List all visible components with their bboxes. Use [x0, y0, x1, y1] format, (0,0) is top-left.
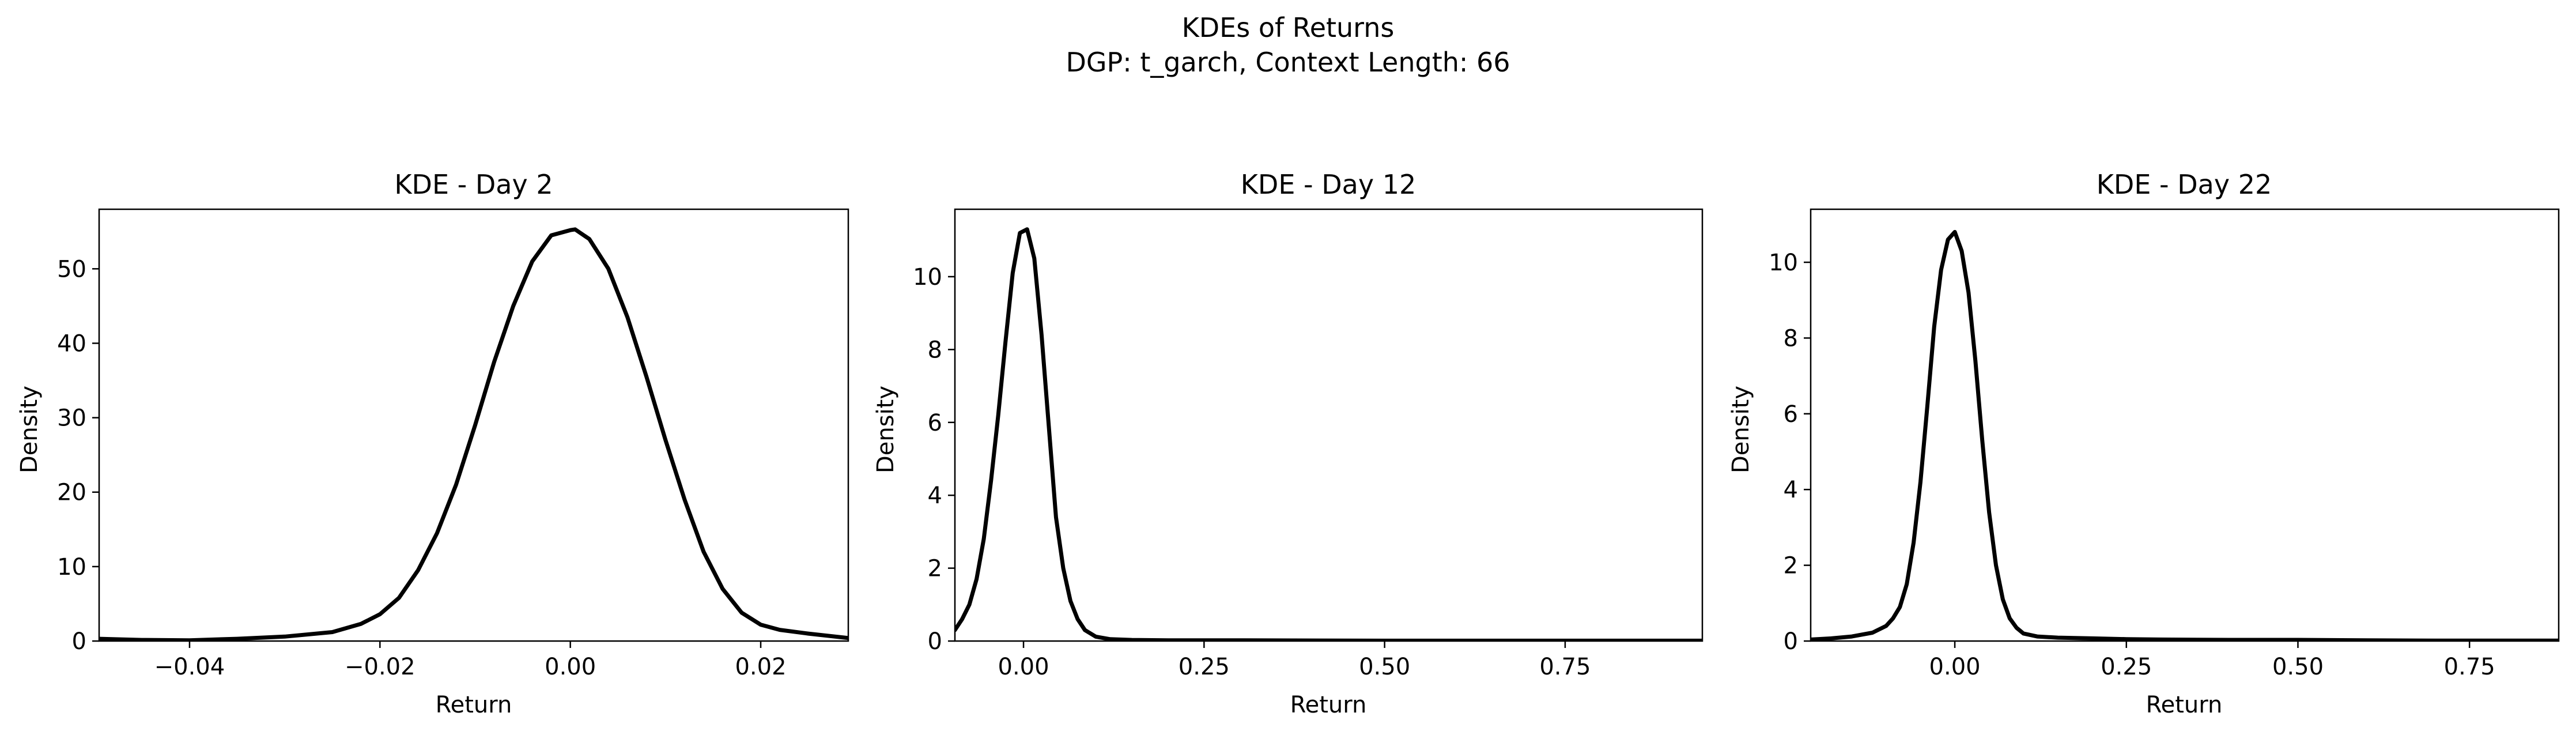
x-tick-label: 0.25: [2101, 654, 2152, 680]
figure-title: KDEs of Returns: [1182, 12, 1395, 43]
y-tick-label: 8: [1784, 325, 1798, 352]
y-tick-label: 50: [57, 256, 86, 282]
y-tick-label: 30: [57, 405, 86, 432]
x-tick-label: 0.50: [2272, 654, 2324, 680]
x-tick-label: 0.00: [545, 654, 596, 680]
y-tick-label: 10: [913, 264, 942, 291]
y-tick-label: 0: [1784, 628, 1798, 655]
y-tick-label: 8: [928, 337, 942, 363]
y-tick-label: 6: [928, 410, 942, 436]
y-tick-label: 4: [928, 483, 942, 509]
plot-frame: [98, 208, 849, 642]
kde-curve: [99, 227, 848, 641]
y-axis-label: Density: [16, 386, 43, 473]
x-tick-label: 0.00: [998, 654, 1049, 680]
y-tick-label: 0: [72, 628, 86, 655]
y-axis-label: Density: [872, 386, 899, 473]
x-axis-label: Return: [1290, 692, 1367, 718]
kde-curve: [955, 227, 1702, 641]
y-tick-label: 0: [928, 628, 942, 655]
y-tick-label: 20: [57, 480, 86, 506]
subplot-title: KDE - Day 2: [394, 169, 553, 200]
x-tick-label: 0.25: [1179, 654, 1230, 680]
x-tick-label: 0.00: [1929, 654, 1981, 680]
subplot-day-12: KDE - Day 12 Return Density 0.00 0.25 0.50…: [872, 169, 1704, 718]
plot-frame: [954, 208, 1704, 642]
subplot-title: KDE - Day 22: [2097, 169, 2272, 200]
y-tick-label: 10: [1769, 250, 1798, 276]
x-axis-label: Return: [436, 692, 512, 718]
figure-subtitle: DGP: t_garch, Context Length: 66: [1066, 47, 1510, 78]
plot-frame: [1810, 208, 2560, 642]
y-tick-label: 6: [1784, 401, 1798, 428]
x-tick-label: 0.75: [1539, 654, 1591, 680]
y-tick-label: 4: [1784, 477, 1798, 503]
subplot-day-22: KDE - Day 22 Return Density 0.00 0.25 0.50…: [1728, 169, 2560, 718]
x-tick-label: 0.02: [735, 654, 786, 680]
x-tick-label: −0.04: [154, 654, 225, 680]
y-tick-label: 10: [57, 554, 86, 581]
subplot-day-2: KDE - Day 2 Return Density −0.04 −0.02 0.0…: [16, 169, 849, 718]
y-tick-label: 40: [57, 330, 86, 357]
subplot-title: KDE - Day 12: [1241, 169, 1416, 200]
y-tick-label: 2: [1784, 553, 1798, 579]
kde-curve: [1811, 229, 2559, 641]
x-tick-label: 0.50: [1359, 654, 1410, 680]
y-axis-label: Density: [1728, 386, 1754, 473]
x-axis-label: Return: [2146, 692, 2223, 718]
y-tick-label: 2: [928, 556, 942, 582]
x-tick-label: −0.02: [345, 654, 416, 680]
x-tick-label: 0.75: [2444, 654, 2495, 680]
